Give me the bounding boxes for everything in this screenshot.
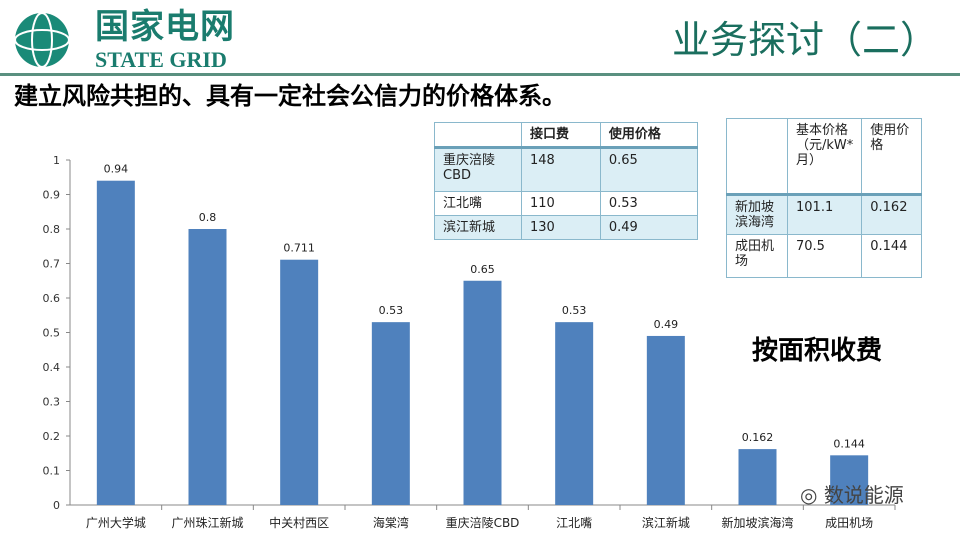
watermark: ◎ 数说能源 — [800, 483, 904, 507]
x-tick-label: 成田机场 — [825, 516, 873, 530]
table-row: 滨江新城 130 0.49 — [434, 215, 699, 240]
bar — [646, 335, 685, 505]
x-tick-label: 新加坡滨海湾 — [721, 515, 793, 530]
subtitle: 建立风险共担的、具有一定社会公信力的价格体系。 — [14, 82, 566, 110]
page-title: 业务探讨（二） — [671, 18, 938, 62]
bar — [738, 449, 777, 505]
x-tick-label: 广州大学城 — [86, 515, 146, 530]
y-tick-label: 0.3 — [43, 396, 61, 409]
table-row: 新加坡滨海湾 101.1 0.162 — [726, 194, 922, 235]
x-tick-label: 广州珠江新城 — [171, 515, 243, 530]
x-tick-label: 中关村西区 — [269, 515, 329, 530]
x-tick-label: 江北嘴 — [556, 516, 592, 530]
bar — [463, 280, 502, 505]
bar-chart: 0 0.1 0.2 0.3 0.4 0.5 0.6 0.7 0.8 0.9 1 0.94 广州大学城 0.… — [43, 154, 896, 530]
data-label: 0.53 — [379, 304, 404, 317]
bar — [188, 229, 227, 505]
data-label: 0.49 — [654, 318, 679, 331]
y-tick-label: 0 — [53, 499, 60, 512]
divider — [0, 73, 960, 76]
bar — [371, 322, 410, 505]
state-grid-logo-icon — [14, 12, 70, 68]
y-tick-label: 0.4 — [43, 361, 61, 374]
table-row: 江北嘴 110 0.53 — [434, 191, 699, 216]
data-label: 0.144 — [833, 437, 865, 450]
table-international: 基本价格（元/kW*月） 使用价格 新加坡滨海湾 101.1 0.162 成田机场 70… — [726, 118, 922, 278]
y-tick-label: 0.2 — [43, 430, 61, 443]
note-text: 按面积收费 — [752, 336, 883, 366]
data-label: 0.711 — [283, 242, 315, 255]
table-row: 重庆涪陵CBD 148 0.65 — [434, 147, 699, 192]
table-chongqing: 接口费 使用价格 重庆涪陵CBD 148 0.65 江北嘴 110 0.53 滨江新城 13… — [434, 122, 699, 240]
data-label: 0.162 — [742, 431, 774, 444]
y-tick-label: 0.5 — [43, 327, 61, 340]
y-tick-label: 0.6 — [43, 292, 61, 305]
logo-english: STATE GRID — [95, 47, 227, 72]
x-tick-label: 重庆涪陵CBD — [446, 515, 520, 530]
y-tick-label: 1 — [53, 154, 60, 167]
x-tick-label: 滨江新城 — [642, 515, 690, 530]
y-tick-label: 0.8 — [43, 223, 61, 236]
table-row: 成田机场 70.5 0.144 — [726, 234, 922, 278]
y-tick-label: 0.1 — [43, 465, 61, 478]
logo-chinese: 国家电网 — [95, 7, 235, 47]
wechat-icon: ◎ — [800, 483, 824, 507]
data-label: 0.65 — [470, 263, 495, 276]
data-label: 0.53 — [562, 304, 587, 317]
bar — [96, 180, 135, 505]
data-label: 0.94 — [104, 163, 129, 176]
bar — [830, 455, 869, 505]
data-label: 0.8 — [199, 211, 217, 224]
bar — [555, 322, 594, 505]
y-tick-label: 0.7 — [43, 258, 61, 271]
y-tick-label: 0.9 — [43, 189, 61, 202]
x-tick-label: 海棠湾 — [373, 515, 409, 530]
bar — [280, 259, 319, 505]
